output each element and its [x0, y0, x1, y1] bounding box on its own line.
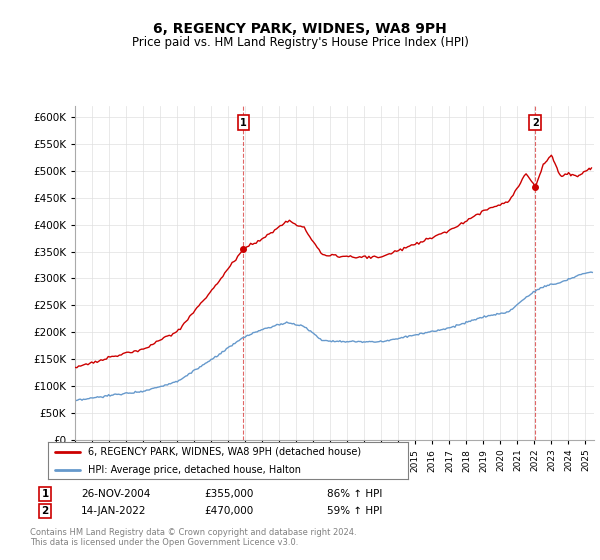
Text: £355,000: £355,000: [204, 489, 253, 499]
Text: 2: 2: [532, 118, 539, 128]
Text: 6, REGENCY PARK, WIDNES, WA8 9PH: 6, REGENCY PARK, WIDNES, WA8 9PH: [153, 22, 447, 36]
Text: 1: 1: [41, 489, 49, 499]
Text: 2: 2: [41, 506, 49, 516]
Text: 6, REGENCY PARK, WIDNES, WA8 9PH (detached house): 6, REGENCY PARK, WIDNES, WA8 9PH (detach…: [88, 446, 361, 456]
Text: 59% ↑ HPI: 59% ↑ HPI: [327, 506, 382, 516]
Text: 1: 1: [240, 118, 247, 128]
Text: Price paid vs. HM Land Registry's House Price Index (HPI): Price paid vs. HM Land Registry's House …: [131, 36, 469, 49]
Text: Contains HM Land Registry data © Crown copyright and database right 2024.
This d: Contains HM Land Registry data © Crown c…: [30, 528, 356, 547]
Text: HPI: Average price, detached house, Halton: HPI: Average price, detached house, Halt…: [88, 465, 301, 475]
Text: £470,000: £470,000: [204, 506, 253, 516]
Text: 86% ↑ HPI: 86% ↑ HPI: [327, 489, 382, 499]
Text: 26-NOV-2004: 26-NOV-2004: [81, 489, 151, 499]
Text: 14-JAN-2022: 14-JAN-2022: [81, 506, 146, 516]
